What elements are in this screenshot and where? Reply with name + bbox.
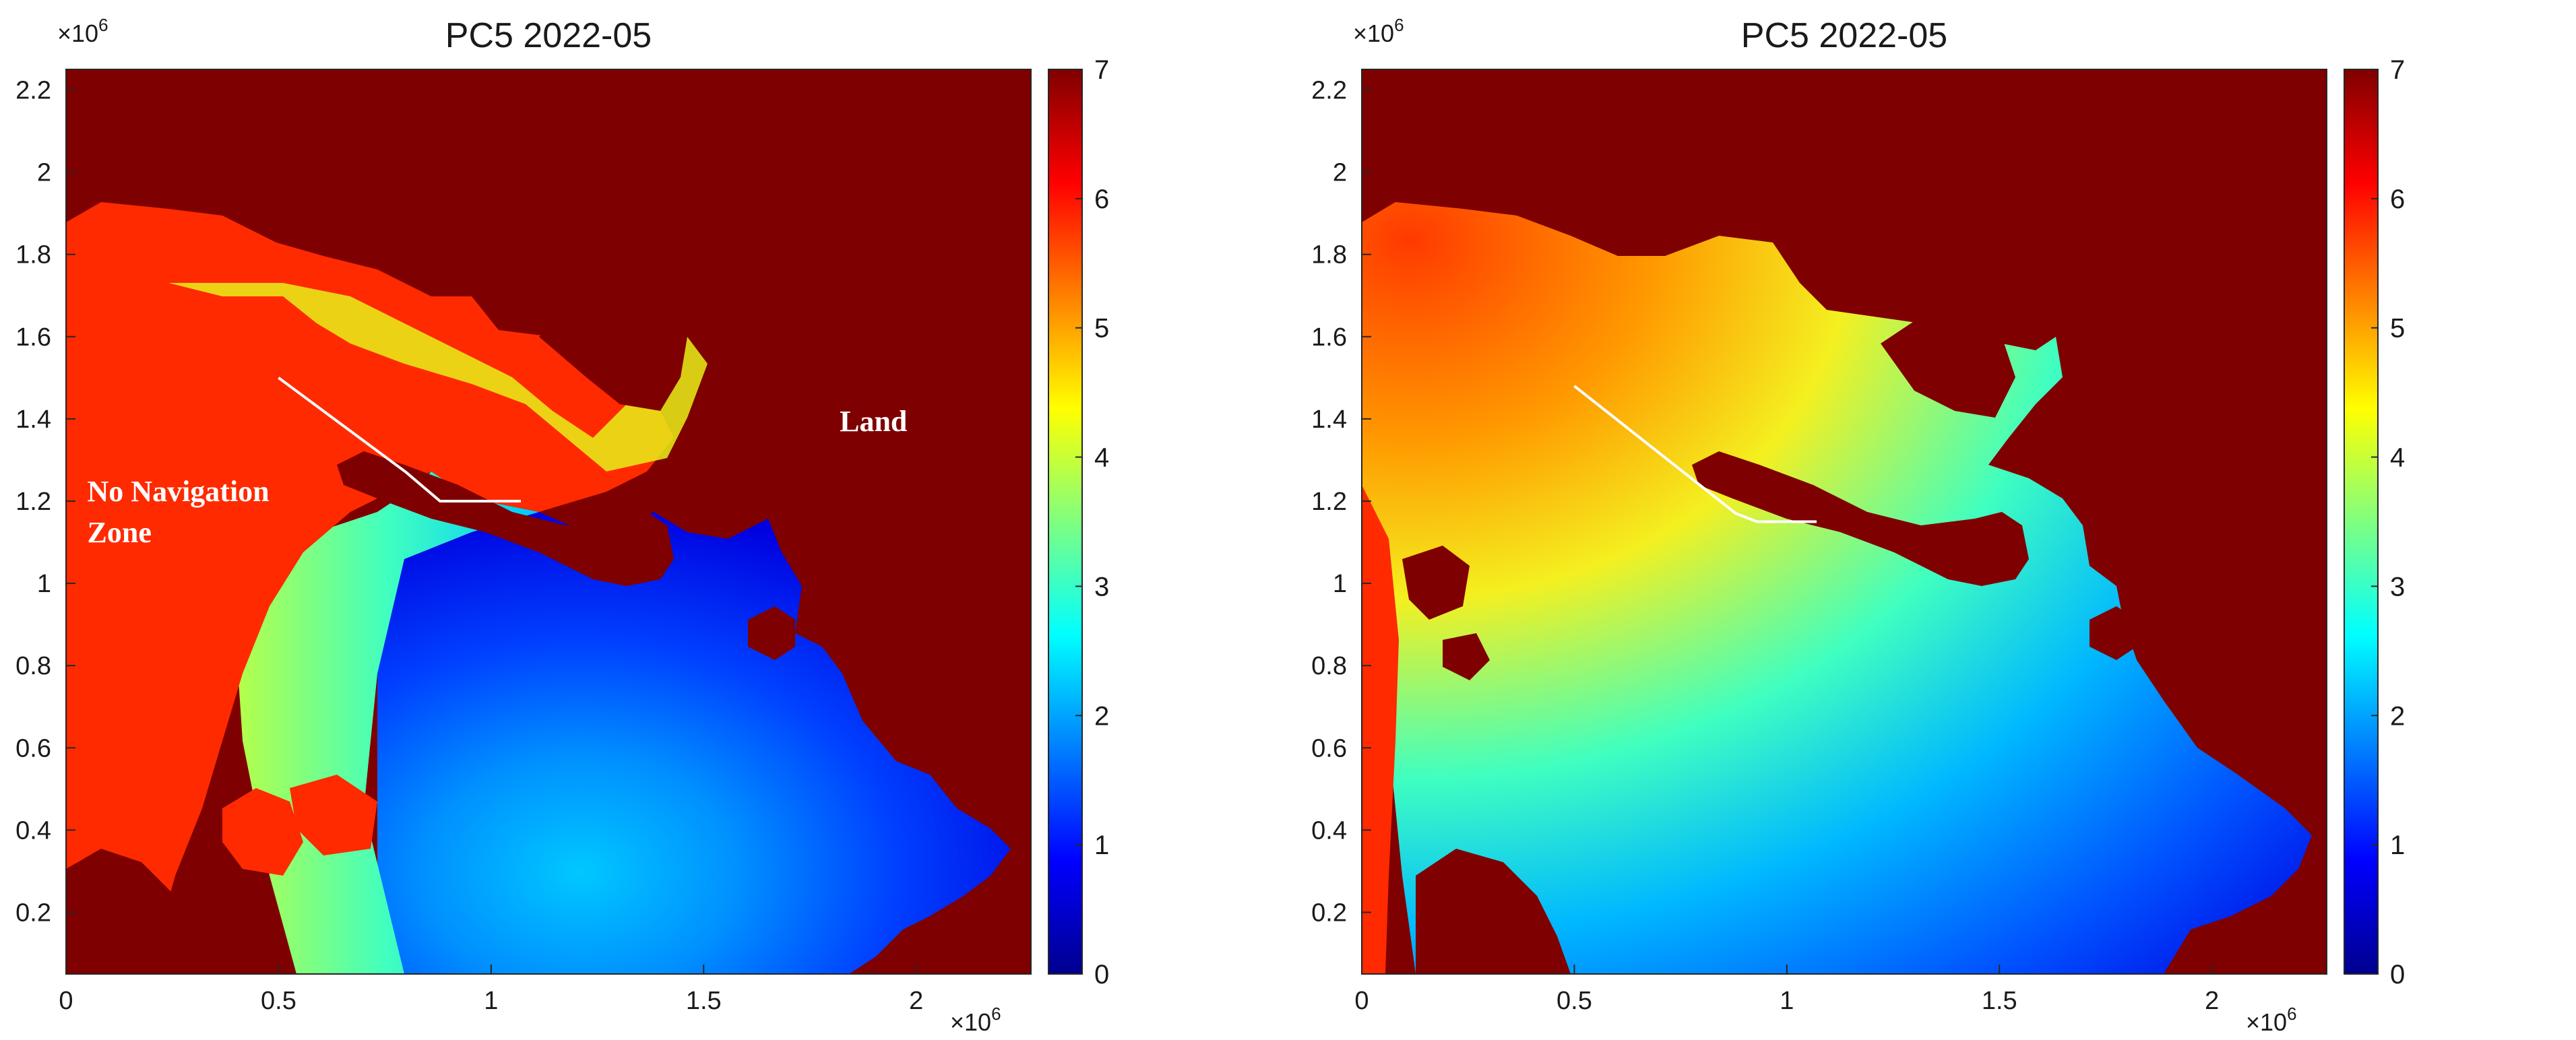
route-path <box>1573 385 1817 523</box>
y-tick-label: 0.4 <box>1311 816 1347 845</box>
x-tick-label: 0.5 <box>261 987 296 1015</box>
colorbar-tick-label: 0 <box>2390 960 2405 989</box>
heatmap-chart-left: No Navigation Zone Land 0.2 0.4 0.6 0.8 1 1.2 1.… <box>15 15 1109 1036</box>
southwest-land <box>66 849 222 974</box>
x-multiplier-label: ×106 <box>950 1004 1001 1036</box>
colorbar-tick-label: 7 <box>2390 55 2405 85</box>
northern-coast-band <box>168 283 708 472</box>
y-tick-label: 1.4 <box>1311 405 1347 434</box>
colorbar-tick-label: 2 <box>1094 701 1109 731</box>
chart-title: PC5 2022-05 <box>445 16 652 55</box>
y-tick-label: 1.6 <box>15 323 51 352</box>
sea-region <box>377 512 1011 974</box>
x-tick-label: 0 <box>59 987 73 1015</box>
sea-region <box>1362 202 2312 974</box>
colorbar-tick-label: 3 <box>2390 572 2405 602</box>
upper-land-bay <box>539 296 687 411</box>
colorbar-tick-label: 1 <box>1094 831 1109 860</box>
y-tick-label: 1.4 <box>15 405 51 434</box>
x-tick-label: 1.5 <box>686 987 722 1015</box>
colorbar <box>2344 69 2379 975</box>
colorbar-tick-label: 4 <box>2390 443 2405 473</box>
y-tick-label: 1.8 <box>15 241 51 269</box>
colorbar-tick-label: 5 <box>1094 314 1109 344</box>
x-tick-label: 0.5 <box>1557 987 1592 1015</box>
south-islands <box>222 775 377 876</box>
map-annotation: Zone <box>88 516 152 549</box>
colorbar-tick-label: 6 <box>1094 185 1109 214</box>
colorbar-tick-label: 2 <box>2390 701 2405 731</box>
x-multiplier-label: ×106 <box>2246 1004 2297 1036</box>
y-tick-label: 0.8 <box>15 652 51 680</box>
upper-land-bay <box>1881 317 2015 418</box>
y-multiplier-label: ×106 <box>1353 15 1404 47</box>
map-annotation: Land <box>840 405 907 438</box>
x-tick-label: 1 <box>1780 987 1794 1015</box>
y-tick-label: 1 <box>1333 570 1347 598</box>
east-island <box>2090 606 2137 660</box>
y-tick-label: 0.2 <box>1311 899 1347 927</box>
y-tick-label: 0.6 <box>15 734 51 762</box>
y-tick-label: 1.2 <box>1311 488 1347 516</box>
colorbar-tick-label: 5 <box>2390 314 2405 344</box>
y-tick-label: 0.4 <box>15 816 51 845</box>
y-multiplier-label: ×106 <box>57 15 108 47</box>
y-tick-label: 2 <box>37 159 51 187</box>
x-tick-label: 1.5 <box>1982 987 2017 1015</box>
southwest-land <box>1416 849 1571 974</box>
y-tick-label: 0.8 <box>1311 652 1347 680</box>
heatmap-chart-right: 0.20.40.60.811.21.41.61.822.2 0 0.5 1 1.5 2 … <box>1311 15 2405 1036</box>
y-tick-label: 2 <box>1333 159 1347 187</box>
route-path <box>278 377 521 502</box>
colorbar-tick-label: 7 <box>1094 55 1109 85</box>
chart-panel-right: 0.2 0.4 0.6 0.8 1 1.2 1.4 1.6 1.8 2 2.2 0 0.5 1 1.5 2 … <box>1288 0 2576 1037</box>
colorbar-tick-label: 3 <box>1094 572 1109 602</box>
y-tick-label: 1.6 <box>1311 323 1347 352</box>
east-island <box>748 606 795 660</box>
colorbar-tick-label: 4 <box>1094 443 1109 473</box>
peninsula-island <box>1692 451 2029 586</box>
plot-frame <box>65 69 1032 975</box>
chart-panel-left: No Navigation Zone Land 0.2 0.4 0.6 0.8 1 1.2 1.… <box>0 0 1288 1037</box>
chart-title: PC5 2022-05 <box>1741 16 1947 55</box>
y-tick-label: 1 <box>37 570 51 598</box>
western-coast-strip <box>1362 485 1399 974</box>
y-tick-label: 0.2 <box>15 899 51 927</box>
west-islands <box>1402 546 1490 680</box>
route-line <box>1573 385 1817 523</box>
y-tick-label: 1.2 <box>15 488 51 516</box>
plot-frame <box>1361 69 2327 975</box>
y-tick-label: 2.2 <box>15 77 51 105</box>
y-tick-label: 1.8 <box>1311 241 1347 269</box>
x-tick-label: 0 <box>1354 987 1369 1015</box>
map-annotation: No Navigation <box>88 475 270 508</box>
colorbar-tick-label: 6 <box>2390 185 2405 214</box>
colorbar-tick-label: 0 <box>1094 960 1109 989</box>
map-right <box>1362 69 2327 974</box>
x-tick-label: 2 <box>2205 987 2219 1015</box>
colorbar <box>1048 69 1083 975</box>
y-tick-label: 2.2 <box>1311 77 1347 105</box>
route-line <box>278 377 521 502</box>
coastal-band <box>236 472 539 974</box>
x-tick-label: 1 <box>484 987 498 1015</box>
y-tick-label: 0.6 <box>1311 734 1347 762</box>
colorbar-tick-label: 1 <box>2390 831 2405 860</box>
x-tick-label: 2 <box>909 987 923 1015</box>
map-left <box>66 69 1031 974</box>
